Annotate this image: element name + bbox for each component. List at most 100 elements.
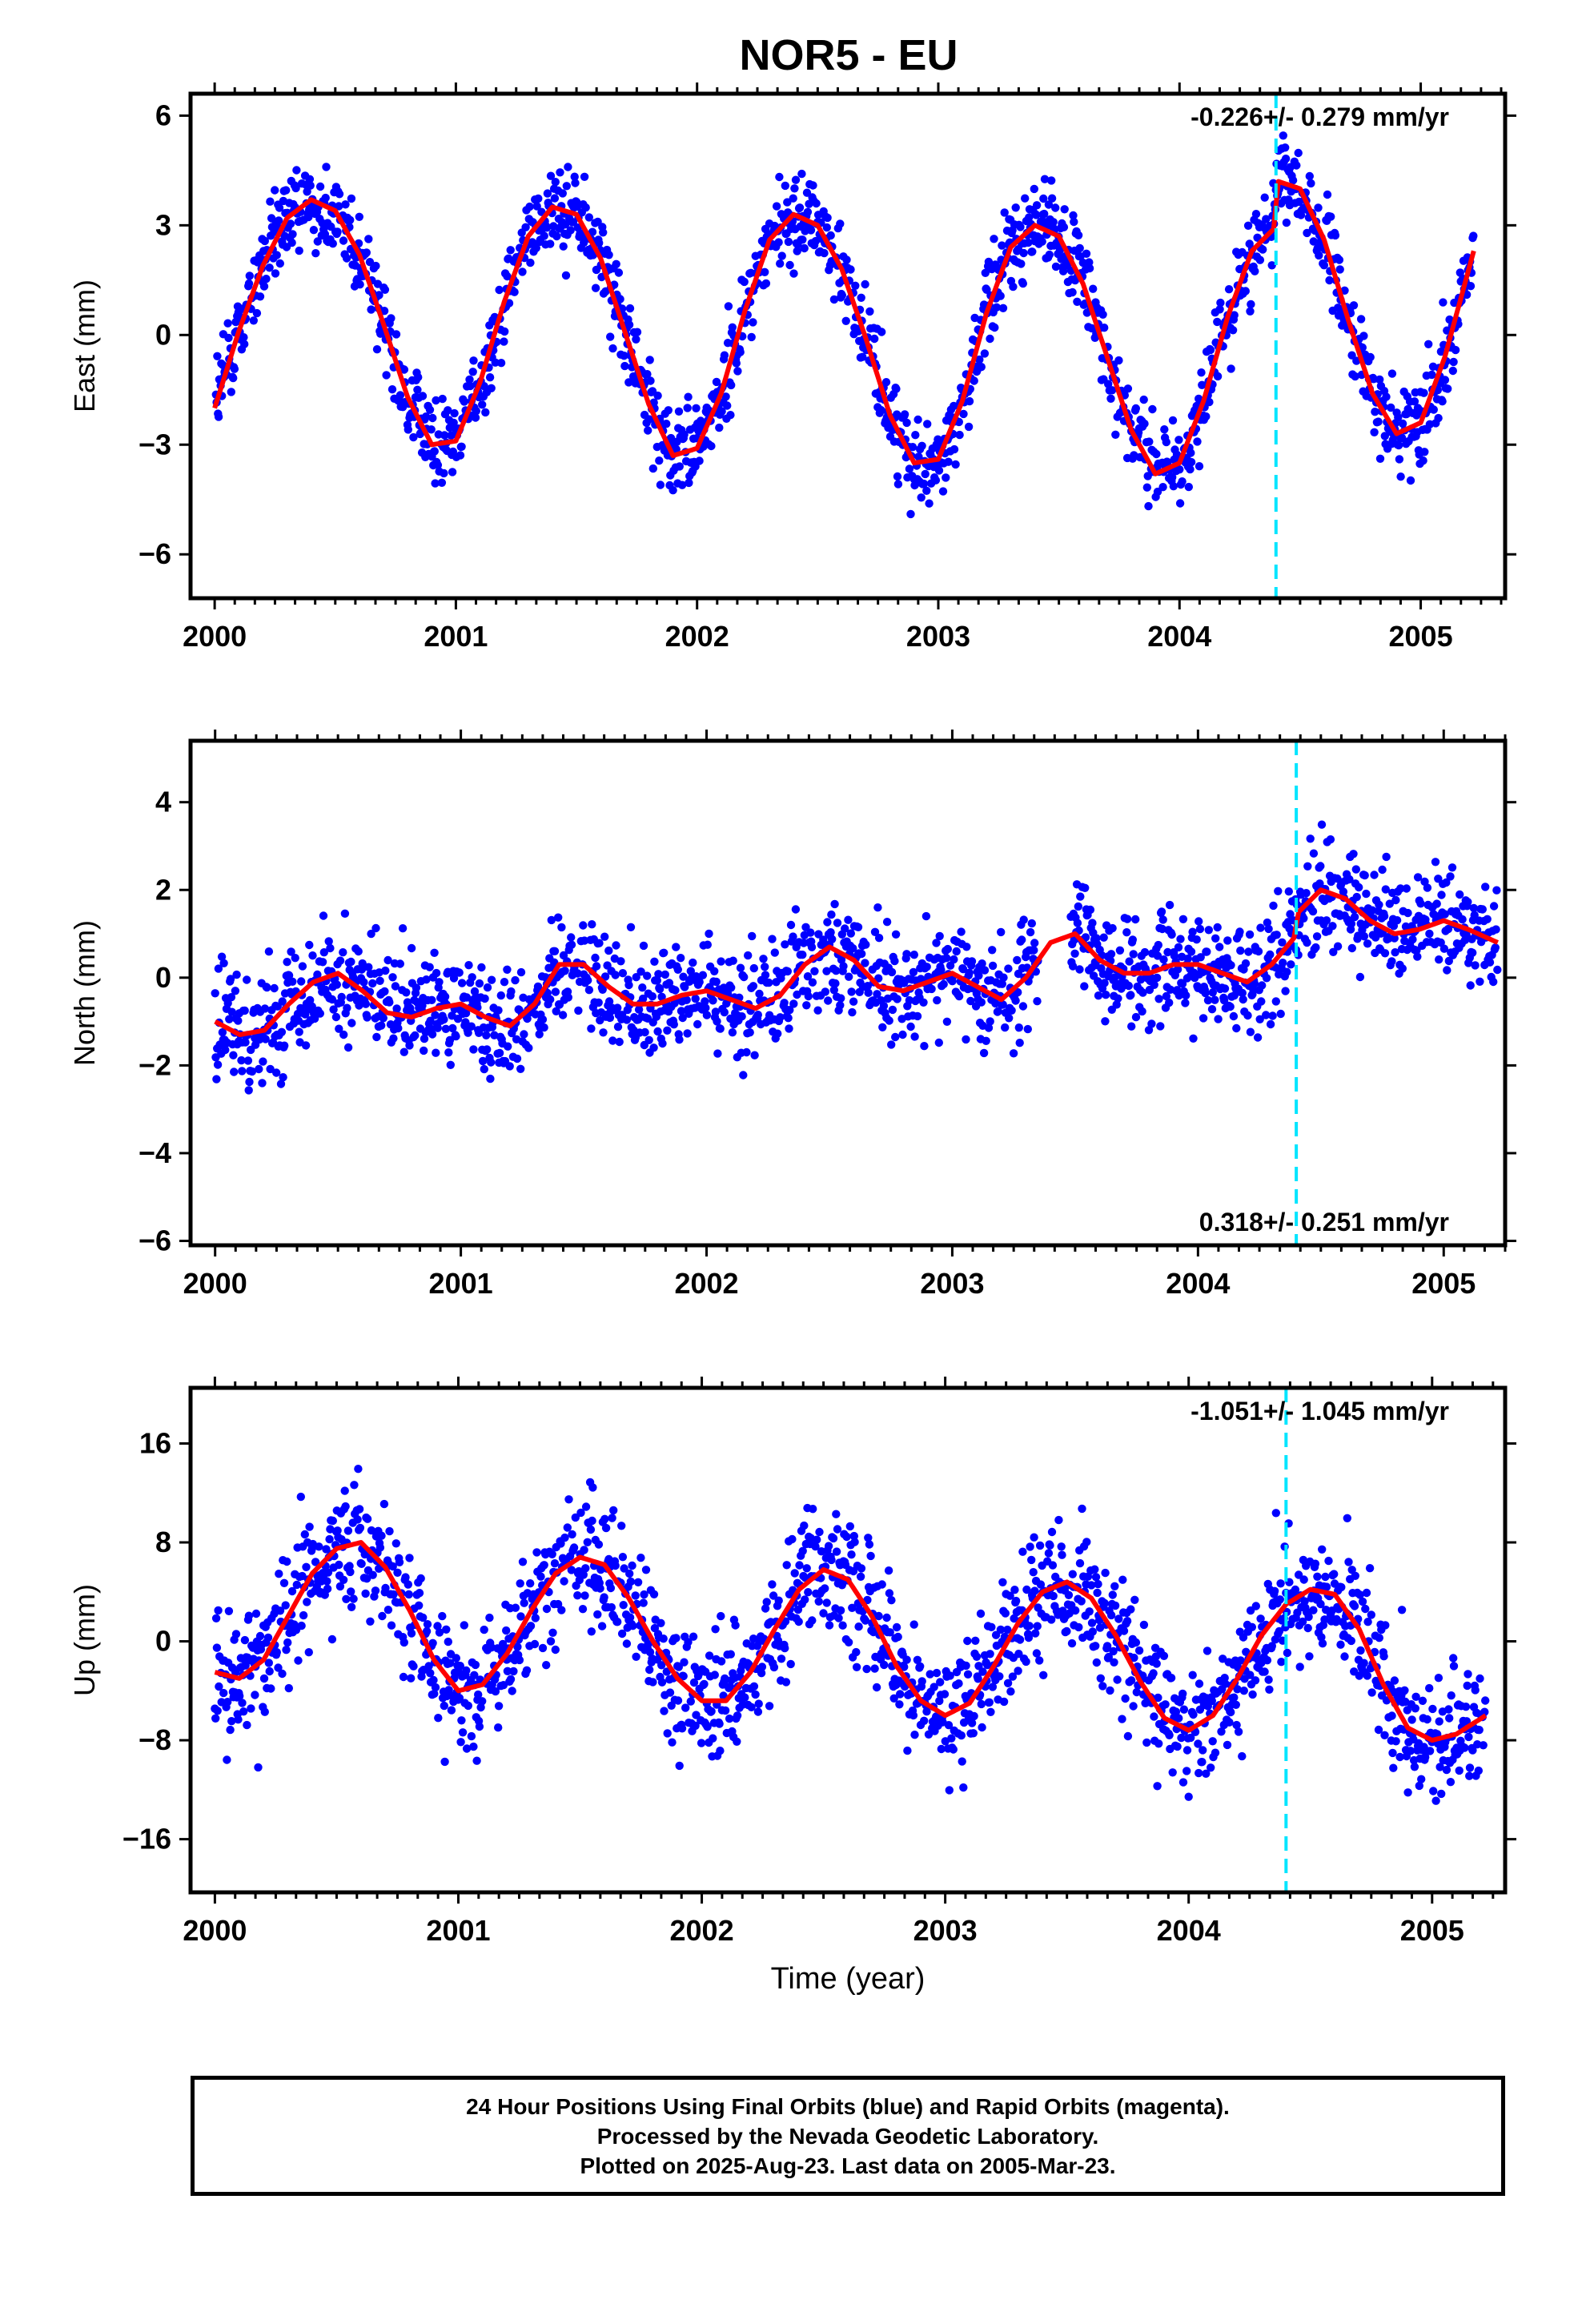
data-point [1104, 1652, 1114, 1662]
data-point [415, 1589, 424, 1598]
data-point [471, 413, 480, 422]
data-point [385, 1526, 394, 1536]
data-point [599, 228, 608, 237]
data-point [278, 997, 287, 1006]
data-point [428, 995, 436, 1005]
data-point [1114, 1614, 1123, 1623]
data-point [892, 1622, 901, 1632]
data-point [1314, 203, 1323, 212]
data-point [1469, 231, 1478, 240]
data-point [906, 1022, 915, 1031]
data-point [873, 903, 882, 912]
data-point [1195, 924, 1205, 934]
data-point [1007, 1006, 1016, 1015]
data-point [837, 955, 846, 964]
data-point [934, 466, 944, 475]
data-point [474, 1028, 484, 1038]
data-point [813, 1535, 821, 1544]
data-point [784, 237, 793, 247]
data-point [560, 1533, 569, 1542]
data-point [681, 983, 689, 991]
data-point [1067, 1638, 1077, 1648]
data-point [649, 1043, 658, 1052]
data-point [455, 968, 464, 977]
data-point [1189, 1710, 1198, 1719]
data-point [1032, 1649, 1042, 1658]
data-point [1375, 454, 1385, 463]
data-point [343, 1526, 353, 1535]
data-point [749, 963, 758, 973]
data-point [1384, 934, 1393, 943]
data-point [1030, 184, 1039, 194]
data-point [1331, 231, 1340, 240]
data-point [405, 1554, 414, 1562]
data-point [873, 990, 881, 999]
data-point [407, 1629, 416, 1638]
data-point [1345, 875, 1354, 884]
data-point [226, 975, 235, 983]
data-point [1118, 1715, 1126, 1723]
data-point [903, 1746, 912, 1755]
data-point [1126, 991, 1135, 999]
data-point [1129, 950, 1138, 959]
east-frame [188, 91, 1508, 601]
data-point [375, 291, 383, 300]
data-point [272, 251, 281, 259]
data-point [1378, 865, 1387, 875]
data-point [600, 1593, 608, 1602]
data-point [1062, 1626, 1071, 1636]
east-y-axis-label: East (mm) [68, 279, 101, 412]
data-point [939, 979, 948, 989]
data-point [1176, 935, 1185, 943]
data-point [1329, 947, 1338, 957]
data-point [725, 1682, 735, 1691]
data-point [1028, 247, 1037, 256]
data-point [346, 1567, 355, 1577]
data-point [754, 1699, 763, 1708]
data-point [283, 958, 291, 967]
data-point [580, 1546, 588, 1554]
data-point [576, 1508, 585, 1518]
data-point [405, 1041, 414, 1050]
data-point [935, 931, 944, 941]
data-point [558, 189, 567, 198]
data-point [848, 1603, 857, 1613]
data-point [432, 968, 441, 978]
data-point [727, 983, 736, 992]
data-point [600, 972, 610, 981]
data-point [950, 444, 959, 454]
x-tick-label: 2003 [906, 620, 970, 653]
data-point [595, 939, 604, 947]
data-point [707, 1707, 716, 1716]
data-point [733, 367, 742, 376]
data-point [1039, 1671, 1048, 1679]
data-point [569, 1543, 579, 1552]
data-point [337, 992, 346, 1002]
data-point [1047, 1615, 1056, 1624]
data-point [1456, 890, 1464, 899]
data-point [431, 1011, 440, 1019]
data-point [561, 271, 571, 280]
data-point [1033, 1622, 1042, 1630]
data-point [765, 1702, 774, 1711]
data-point [874, 974, 883, 983]
x-tick-label: 2000 [183, 620, 247, 653]
data-point [669, 486, 677, 495]
data-point [1182, 991, 1191, 1000]
data-point [347, 1019, 356, 1027]
data-point [846, 929, 856, 938]
data-point [967, 957, 977, 966]
data-point [967, 1719, 977, 1727]
data-point [530, 1639, 540, 1649]
data-point [747, 1703, 756, 1711]
data-point [239, 1707, 248, 1716]
data-point [1019, 915, 1028, 924]
data-point [231, 987, 240, 995]
data-point [626, 1577, 636, 1586]
data-point [1309, 237, 1318, 246]
data-point [1000, 208, 1009, 217]
data-point [259, 1057, 267, 1066]
data-point [954, 1679, 963, 1688]
data-point [1048, 1561, 1058, 1570]
data-point [677, 1007, 686, 1015]
